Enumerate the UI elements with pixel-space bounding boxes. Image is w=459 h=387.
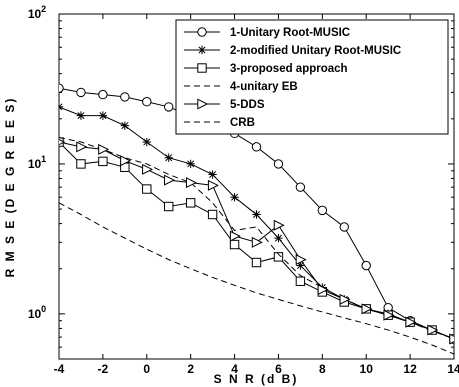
- series-3-point: [251, 257, 262, 268]
- series-5-point: [207, 179, 219, 191]
- series-2-point: [230, 192, 239, 202]
- series-3-point: [273, 252, 284, 262]
- axis-ticks: -4 -2 0 2 4 6 8 10 12 14 100 101 102: [28, 4, 459, 376]
- series-5-point: [251, 236, 263, 248]
- series-3-point: [207, 209, 218, 220]
- legend-label-5: 5-DDS: [230, 99, 265, 111]
- series-2-point: [76, 111, 86, 120]
- series-5-point: [383, 309, 395, 321]
- series-1-point: [59, 83, 64, 93]
- x-axis-label: S N R (d B): [214, 372, 299, 386]
- series-layer: [59, 83, 454, 355]
- series-5-point: [59, 138, 66, 146]
- x-tick-label: 2: [187, 362, 194, 376]
- series-5-point: [427, 324, 439, 336]
- legend-box: [175, 19, 449, 135]
- series-6: [59, 202, 454, 355]
- series-5-point: [361, 303, 373, 315]
- series-2-point: [120, 121, 130, 130]
- series-6-line: [59, 202, 454, 355]
- x-tick-label: 8: [319, 362, 326, 376]
- series-5-point: [449, 333, 454, 345]
- series-5-point: [339, 293, 351, 305]
- series-1-point: [120, 92, 130, 102]
- y-axis-label: R M S E (D E G R E E S): [3, 97, 17, 278]
- series-1-point: [273, 159, 284, 169]
- series-1-point: [76, 87, 86, 98]
- series-2-point: [208, 170, 217, 179]
- legend-marker-1: [197, 27, 207, 37]
- series-2-point: [142, 137, 151, 147]
- legend-marker-3: [197, 63, 207, 73]
- series-3-point: [229, 239, 240, 250]
- legend: 1-Unitary Root-MUSIC 2-modified Unitary R…: [175, 19, 449, 135]
- series-5-point: [98, 143, 110, 155]
- legend-label-6: CRB: [230, 117, 255, 129]
- series-5-point: [142, 163, 154, 175]
- legend-label-4: 4-unitary EB: [230, 81, 298, 93]
- x-tick-label: 14: [447, 362, 459, 376]
- legend-label-3: 3-proposed approach: [230, 63, 348, 75]
- y-tick-label: 102: [28, 4, 46, 21]
- legend-marker-5: [197, 98, 209, 110]
- x-tick-label: -4: [54, 362, 65, 376]
- series-5-point: [405, 316, 417, 328]
- y-tick-label: 100: [28, 304, 46, 321]
- series-5: [59, 138, 454, 345]
- series-3-point: [164, 201, 174, 212]
- series-5-point: [229, 230, 241, 242]
- series-1-point: [98, 89, 108, 100]
- series-2-point: [186, 159, 195, 169]
- series-1-point: [361, 260, 371, 271]
- series-2-point: [164, 153, 173, 162]
- series-2-point: [98, 111, 108, 120]
- series-5-point: [120, 155, 132, 167]
- y-tick-label: 101: [28, 154, 46, 171]
- x-tick-label: 10: [360, 362, 374, 376]
- series-3-point: [98, 156, 108, 167]
- x-tick-label: 6: [275, 362, 282, 376]
- series-5-point: [273, 219, 285, 231]
- series-3-point: [142, 184, 152, 194]
- legend-label-2: 2-modified Unitary Root-MUSIC: [230, 45, 401, 57]
- series-1-point: [142, 97, 152, 107]
- series-5-point: [295, 254, 307, 266]
- series-1-point: [295, 182, 306, 192]
- x-tick-label: 4: [231, 362, 238, 376]
- series-5-point: [317, 284, 329, 296]
- series-2-point: [59, 102, 64, 112]
- legend-marker-2: [197, 45, 207, 55]
- x-tick-label: -2: [98, 362, 109, 376]
- series-2-point: [296, 261, 305, 270]
- x-tick-label: 12: [403, 362, 417, 376]
- series-1-point: [251, 142, 262, 152]
- series-5-point: [164, 174, 176, 186]
- x-tick-label: 0: [143, 362, 150, 376]
- series-5-point: [185, 177, 197, 189]
- series-5-point: [76, 141, 88, 153]
- legend-label-1: 1-Unitary Root-MUSIC: [230, 27, 350, 39]
- series-2-point: [274, 233, 283, 243]
- series-3-point: [185, 198, 196, 208]
- series-3-point: [295, 276, 306, 286]
- series-1-point: [164, 102, 174, 112]
- series-1-point: [317, 205, 328, 216]
- series-1-point: [339, 222, 349, 232]
- series-2-point: [252, 210, 261, 219]
- series-3-point: [76, 159, 86, 169]
